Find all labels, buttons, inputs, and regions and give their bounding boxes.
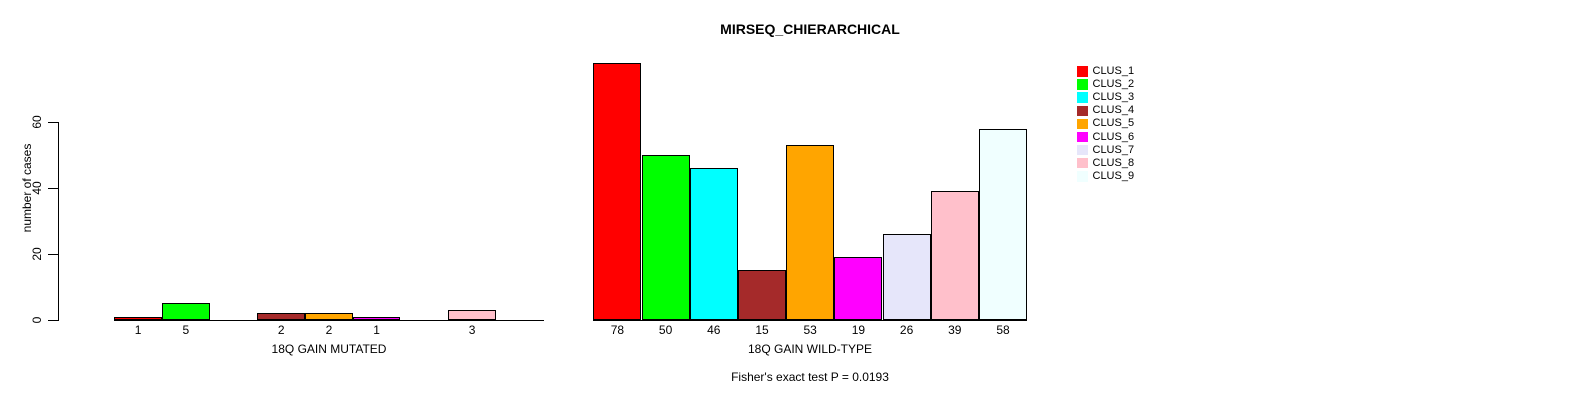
legend-color-swatch — [1077, 171, 1088, 182]
legend-item: CLUS_7 — [1077, 144, 1134, 157]
x-axis-baseline — [593, 320, 1028, 321]
bar-value-label: 15 — [755, 323, 769, 337]
legend-color-swatch — [1077, 105, 1088, 117]
legend-item: CLUS_1 — [1077, 65, 1134, 78]
bar-value-label: 2 — [277, 323, 285, 337]
legend-item: CLUS_6 — [1077, 130, 1134, 143]
fisher-test-note: Fisher's exact test P = 0.0193 — [731, 370, 889, 384]
legend-item: CLUS_3 — [1077, 91, 1134, 104]
bar-value-label: 5 — [182, 323, 190, 337]
bar-value-label: 2 — [325, 323, 333, 337]
legend-label: CLUS_8 — [1092, 156, 1135, 169]
bar-clus_1 — [114, 317, 162, 320]
legend-label: CLUS_2 — [1092, 78, 1135, 91]
bar-value-label: 50 — [658, 323, 673, 337]
y-axis-line — [58, 122, 59, 321]
bar-clus_8 — [930, 191, 979, 320]
legend-item: CLUS_2 — [1077, 78, 1134, 91]
bar-value-label: 1 — [134, 323, 142, 337]
y-tick — [48, 188, 58, 189]
legend-item: CLUS_4 — [1077, 104, 1134, 117]
y-tick — [48, 122, 58, 123]
legend-label: CLUS_4 — [1092, 104, 1135, 117]
legend-label: CLUS_5 — [1092, 117, 1135, 130]
legend-label: CLUS_7 — [1092, 143, 1135, 156]
bar-clus_2 — [641, 155, 690, 320]
legend-color-swatch — [1077, 118, 1088, 130]
legend-color-swatch — [1077, 66, 1088, 77]
y-tick — [48, 320, 58, 321]
bar-clus_8 — [448, 310, 496, 320]
bar-clus_4 — [257, 313, 306, 320]
bar-clus_5 — [305, 313, 353, 320]
bar-value-label: 1 — [373, 323, 380, 337]
legend-label: CLUS_3 — [1092, 91, 1135, 104]
legend-color-swatch — [1077, 131, 1088, 143]
legend-label: CLUS_1 — [1092, 65, 1135, 78]
legend-item: CLUS_9 — [1077, 170, 1134, 183]
legend: CLUS_1 CLUS_2 CLUS_3 CLUS_4 CLUS_5 CLUS_6 CLUS… — [1077, 65, 1134, 183]
bar-value-label: 78 — [610, 323, 625, 337]
bar-value-label: 46 — [707, 323, 721, 337]
bar-clus_3 — [689, 168, 738, 320]
legend-label: CLUS_6 — [1092, 130, 1135, 143]
legend-item: CLUS_5 — [1077, 117, 1134, 130]
bar-value-label: 53 — [803, 323, 817, 337]
bar-clus_6 — [352, 317, 401, 320]
bar-clus_2 — [162, 303, 210, 320]
bar-clus_4 — [737, 270, 787, 320]
bar-value-label: 19 — [851, 323, 866, 337]
x-axis-baseline — [114, 320, 544, 321]
bar-clus_5 — [786, 145, 835, 320]
legend-color-swatch — [1077, 79, 1088, 90]
bar-clus_6 — [834, 257, 883, 320]
chart-title: MIRSEQ_CHIERARCHICAL — [720, 21, 900, 37]
legend-label: CLUS_9 — [1092, 169, 1135, 182]
x-axis-label-mutated: 18Q GAIN MUTATED — [271, 342, 387, 356]
bar-value-label: 39 — [948, 323, 962, 337]
legend-color-swatch — [1077, 92, 1088, 103]
bar-clus_9 — [978, 129, 1028, 320]
bar-value-label: 26 — [899, 323, 914, 337]
bar-clus_7 — [882, 234, 931, 320]
x-axis-label-wildtype: 18Q GAIN WILD-TYPE — [747, 342, 873, 356]
legend-item: CLUS_8 — [1077, 157, 1134, 170]
legend-color-swatch — [1077, 157, 1088, 169]
bar-clus_1 — [593, 63, 642, 320]
legend-color-swatch — [1077, 144, 1088, 156]
y-tick — [48, 254, 58, 255]
bar-value-label: 3 — [468, 323, 476, 337]
bar-value-label: 58 — [996, 323, 1010, 337]
